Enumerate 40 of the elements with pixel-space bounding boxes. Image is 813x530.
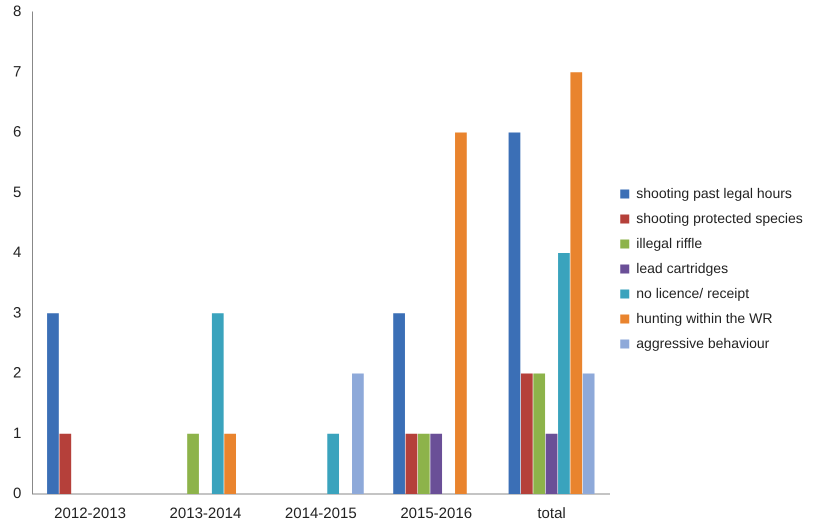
legend-label: no licence/ receipt (636, 284, 750, 301)
bar (558, 253, 570, 494)
bar (187, 434, 199, 494)
bar (327, 434, 340, 494)
bar (546, 434, 558, 494)
bar (582, 374, 595, 494)
legend-label: aggressive behaviour (636, 334, 770, 351)
bar (418, 434, 430, 494)
legend-label: shooting protected species (636, 210, 803, 226)
legend-label: lead cartridges (636, 260, 728, 276)
bar (47, 313, 59, 494)
y-tick-label: 5 (13, 184, 22, 201)
bar (352, 374, 364, 494)
legend-label: shooting past legal hours (636, 184, 792, 201)
bar (533, 374, 546, 494)
x-tick-label: total (537, 505, 566, 522)
x-tick-label: 2015-2016 (400, 505, 472, 522)
y-tick-label: 8 (13, 3, 22, 20)
bar (59, 434, 72, 494)
x-tick-label: 2014-2015 (284, 505, 357, 522)
x-tick-label: 2012-2013 (54, 505, 126, 522)
y-tick-label: 3 (13, 304, 22, 322)
bar (508, 132, 520, 494)
y-tick-label: 4 (13, 244, 22, 262)
bar (212, 313, 224, 494)
bar (520, 374, 533, 494)
bar (406, 434, 418, 494)
legend-label: illegal riffle (636, 234, 702, 251)
y-tick-label: 2 (13, 364, 22, 382)
legend-label: hunting within the WR (636, 310, 772, 326)
y-tick-label: 7 (13, 63, 22, 80)
bar (455, 132, 467, 494)
y-tick-label: 6 (13, 124, 22, 141)
x-tick-label: 2013-2014 (170, 505, 242, 522)
y-tick-label: 0 (13, 485, 22, 502)
bar (393, 313, 405, 494)
bar (224, 434, 236, 494)
bar (570, 72, 582, 494)
y-tick-label: 1 (13, 424, 22, 442)
bar (430, 434, 442, 494)
